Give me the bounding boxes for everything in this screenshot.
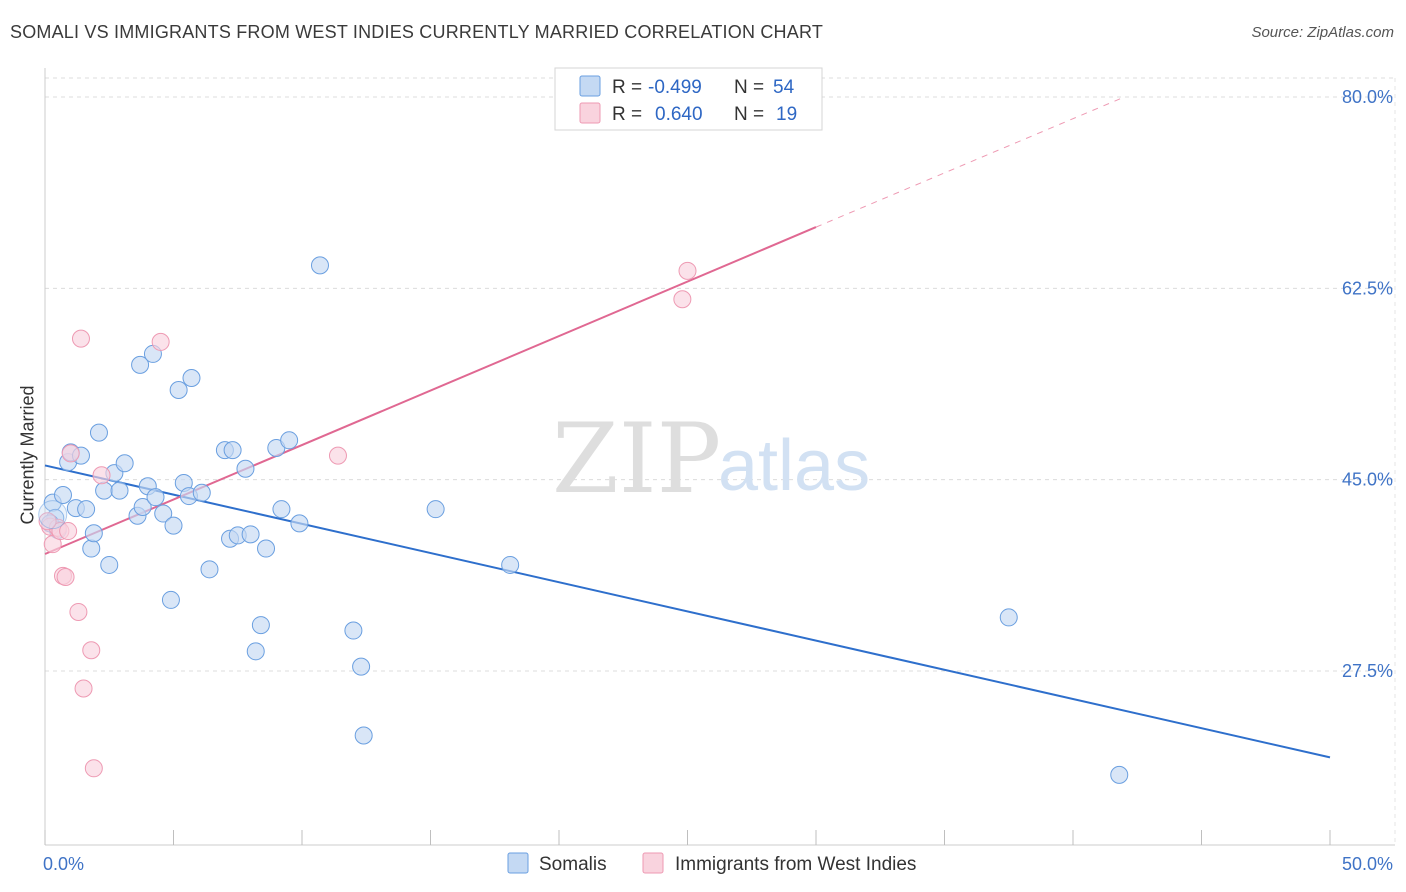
somali-point-43 bbox=[280, 431, 299, 450]
westindies-point-14 bbox=[151, 332, 170, 351]
somali-point-45 bbox=[310, 256, 329, 275]
somali-point-51 bbox=[999, 608, 1018, 627]
somalis-legend-label: Somalis bbox=[539, 854, 607, 875]
chart-title: SOMALI VS IMMIGRANTS FROM WEST INDIES CU… bbox=[10, 22, 824, 42]
watermark: ZIP atlas bbox=[552, 403, 870, 515]
westindies-legend-label: Immigrants from West Indies bbox=[675, 854, 916, 875]
source-credit: Source: ZipAtlas.com bbox=[1251, 24, 1394, 41]
westindies-point-7 bbox=[61, 444, 80, 463]
somali-point-50 bbox=[501, 555, 520, 574]
somali-point-30 bbox=[192, 483, 211, 502]
somali-point-36 bbox=[236, 459, 255, 478]
somali-point-42 bbox=[272, 500, 291, 519]
tick-labels: 27.5% 45.0% 62.5% 80.0% 0.0% 50.0% bbox=[43, 87, 1393, 874]
somali-point-46 bbox=[344, 621, 363, 640]
somali-point-29 bbox=[182, 368, 201, 387]
somali-point-49 bbox=[426, 500, 445, 519]
somali-n-value: 54 bbox=[773, 77, 795, 98]
somali-r-label: R = bbox=[612, 77, 642, 98]
westindies-legend-swatch bbox=[579, 102, 601, 124]
westindies-trend-extension bbox=[815, 96, 1125, 228]
somali-point-39 bbox=[251, 616, 270, 635]
somali-n-label: N = bbox=[734, 77, 764, 98]
somali-point-37 bbox=[241, 525, 260, 544]
stats-legend: R = -0.499 N = 54 R = 0.640 N = 19 bbox=[554, 67, 823, 131]
somali-legend-swatch bbox=[579, 75, 601, 97]
westindies-point-17 bbox=[678, 261, 697, 280]
series-legend: Somalis Immigrants from West Indies bbox=[507, 852, 916, 875]
westindies-point-13 bbox=[92, 466, 111, 485]
somali-point-9 bbox=[82, 539, 101, 558]
somali-point-10 bbox=[84, 524, 103, 543]
somali-point-22 bbox=[146, 488, 165, 507]
somali-point-18 bbox=[131, 355, 150, 374]
westindies-point-12 bbox=[84, 759, 103, 778]
westindies-point-8 bbox=[69, 602, 88, 621]
somali-point-31 bbox=[200, 560, 219, 579]
y-tick-label-2: 62.5% bbox=[1342, 278, 1393, 298]
somali-point-34 bbox=[223, 441, 242, 460]
westindies-point-15 bbox=[328, 446, 347, 465]
westindies-point-5 bbox=[56, 567, 75, 586]
somali-point-24 bbox=[161, 590, 180, 609]
somali-point-48 bbox=[354, 726, 373, 745]
somali-point-40 bbox=[257, 539, 276, 558]
y-tick-label-0: 27.5% bbox=[1342, 661, 1393, 681]
somali-trend-line bbox=[44, 464, 1331, 759]
somalis-legend-swatch bbox=[507, 852, 529, 874]
westindies-n-value: 19 bbox=[776, 104, 797, 125]
somali-point-38 bbox=[246, 642, 265, 661]
axes bbox=[44, 68, 1395, 846]
somali-point-16 bbox=[115, 454, 134, 473]
somali-point-19 bbox=[133, 498, 152, 516]
watermark-zip: ZIP bbox=[552, 403, 721, 515]
somali-point-52 bbox=[1110, 765, 1129, 784]
westindies-legend-swatch-bottom bbox=[642, 852, 664, 874]
westindies-point-11 bbox=[82, 641, 101, 660]
westindies-point-6 bbox=[59, 522, 78, 541]
westindies-point-16 bbox=[673, 290, 692, 309]
somali-point-8 bbox=[77, 500, 96, 519]
somali-point-15 bbox=[110, 481, 129, 500]
somali-point-23 bbox=[154, 504, 173, 523]
somali-point-47 bbox=[352, 657, 371, 676]
data-points bbox=[38, 256, 1129, 784]
westindies-point-9 bbox=[71, 329, 90, 348]
somali-r-value: -0.499 bbox=[648, 77, 702, 98]
somali-point-44 bbox=[290, 514, 309, 533]
somali-cluster-marker bbox=[38, 500, 68, 530]
somali-point-12 bbox=[95, 481, 114, 500]
somali-point-25 bbox=[164, 516, 183, 535]
watermark-atlas: atlas bbox=[718, 426, 870, 506]
westindies-trend-line bbox=[44, 226, 817, 555]
x-tick-label-start: 0.0% bbox=[43, 854, 84, 874]
westindies-point-10 bbox=[74, 679, 93, 698]
somali-point-11 bbox=[89, 423, 108, 442]
y-tick-label-3: 80.0% bbox=[1342, 87, 1393, 107]
westindies-n-label: N = bbox=[734, 104, 764, 125]
somali-point-26 bbox=[169, 381, 188, 400]
somali-point-3 bbox=[53, 485, 72, 504]
somali-point-13 bbox=[100, 555, 119, 574]
westindies-r-value: 0.640 bbox=[655, 104, 703, 125]
x-tick-label-end: 50.0% bbox=[1342, 854, 1393, 874]
y-tick-label-1: 45.0% bbox=[1342, 470, 1393, 490]
westindies-r-label: R = bbox=[612, 104, 642, 125]
trend-lines bbox=[44, 96, 1331, 759]
